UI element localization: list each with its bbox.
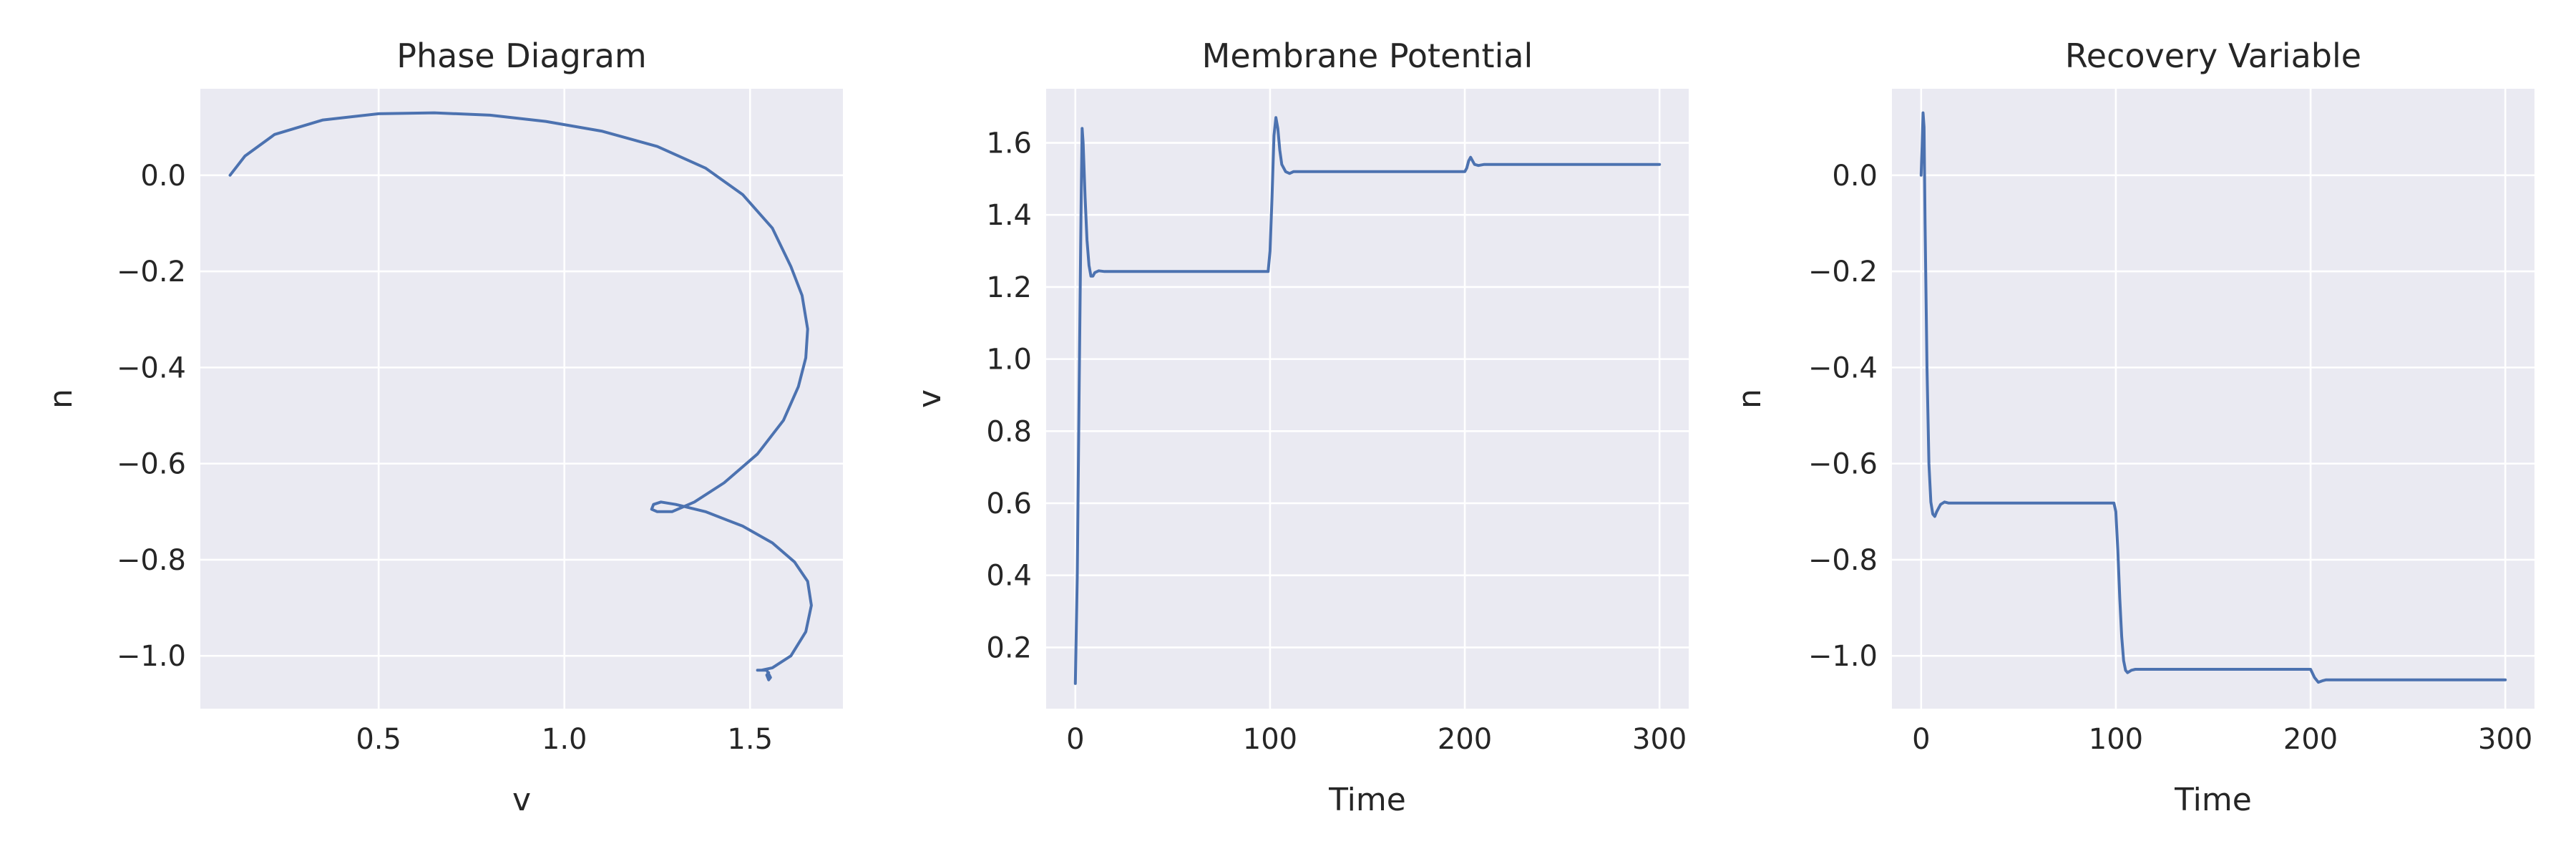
x-tick-label: 200 [1438, 723, 1492, 756]
x-tick-label: 0.5 [356, 723, 401, 756]
chart-title: Phase Diagram [396, 37, 646, 75]
y-tick-label: −1.0 [117, 640, 186, 673]
y-tick-labels: 0.0 −0.2 −0.4 −0.6 −0.8 −1.0 [117, 160, 186, 673]
series-group [1919, 111, 2507, 684]
x-tick-labels: 0 100 200 300 [1066, 723, 1687, 756]
y-tick-label: 1.6 [986, 127, 1032, 160]
y-tick-label: −0.4 [117, 351, 186, 384]
y-tick-label: 1.4 [986, 199, 1032, 232]
x-tick-labels: 0.5 1.0 1.5 [356, 723, 773, 756]
y-axis-label: v [912, 389, 948, 408]
grid-lines [1046, 89, 1689, 709]
phase-diagram-chart: 0.5 1.0 1.5 0.0 −0.2 −0.4 −0.6 −0.8 −1.0 Phase … [43, 37, 843, 818]
y-tick-label: 0.6 [986, 487, 1032, 520]
x-tick-label: 100 [2089, 723, 2143, 756]
y-tick-label: −0.4 [1808, 351, 1878, 384]
series-group [228, 111, 813, 681]
y-axis-label: n [1732, 389, 1768, 409]
series-line [1073, 116, 1662, 685]
x-tick-label: 300 [1632, 723, 1687, 756]
plot-area [200, 89, 843, 709]
x-tick-label: 200 [2283, 723, 2338, 756]
x-tick-label: 0 [1912, 723, 1930, 756]
chart-title: Recovery Variable [2065, 37, 2361, 75]
x-tick-label: 0 [1066, 723, 1084, 756]
y-tick-label: −1.0 [1808, 640, 1878, 673]
series-line [1919, 111, 2507, 684]
y-tick-labels: 0.2 0.4 0.6 0.8 1.0 1.2 1.4 1.6 [986, 127, 1032, 665]
x-tick-label: 100 [1243, 723, 1297, 756]
y-tick-label: 0.8 [986, 415, 1032, 448]
grid-lines [1892, 89, 2534, 709]
y-axis-label: n [43, 389, 79, 409]
y-tick-label: 0.0 [140, 160, 186, 193]
x-tick-labels: 0 100 200 300 [1912, 723, 2532, 756]
series-group [1073, 116, 1662, 685]
y-tick-label: 0.0 [1832, 160, 1878, 193]
membrane-potential-chart: 0 100 200 300 0.2 0.4 0.6 0.8 1.0 1.2 1.4 1.6 Memb… [912, 37, 1689, 818]
y-tick-label: −0.6 [1808, 448, 1878, 481]
y-tick-label: 1.0 [986, 344, 1032, 377]
recovery-variable-chart: 0 100 200 300 0.0 −0.2 −0.4 −0.6 −0.8 −1.0 Recov… [1732, 37, 2534, 818]
x-axis-label: Time [2174, 782, 2252, 818]
x-tick-label: 1.5 [727, 723, 773, 756]
y-tick-labels: 0.0 −0.2 −0.4 −0.6 −0.8 −1.0 [1808, 160, 1878, 673]
y-tick-label: −0.6 [117, 448, 186, 481]
y-tick-label: −0.2 [117, 256, 186, 288]
series-line [228, 111, 813, 681]
y-tick-label: −0.2 [1808, 256, 1878, 288]
y-tick-label: 1.2 [986, 271, 1032, 304]
plot-area [1892, 89, 2534, 709]
x-tick-label: 1.0 [542, 723, 587, 756]
plot-area [1046, 89, 1689, 709]
y-tick-label: 0.2 [986, 631, 1032, 664]
x-axis-label: Time [1328, 782, 1406, 818]
y-tick-label: −0.8 [1808, 544, 1878, 577]
grid-lines [200, 89, 843, 709]
y-tick-label: 0.4 [986, 560, 1032, 593]
chart-title: Membrane Potential [1202, 37, 1533, 75]
x-tick-label: 300 [2478, 723, 2532, 756]
y-tick-label: −0.8 [117, 544, 186, 577]
x-axis-label: v [512, 782, 531, 818]
